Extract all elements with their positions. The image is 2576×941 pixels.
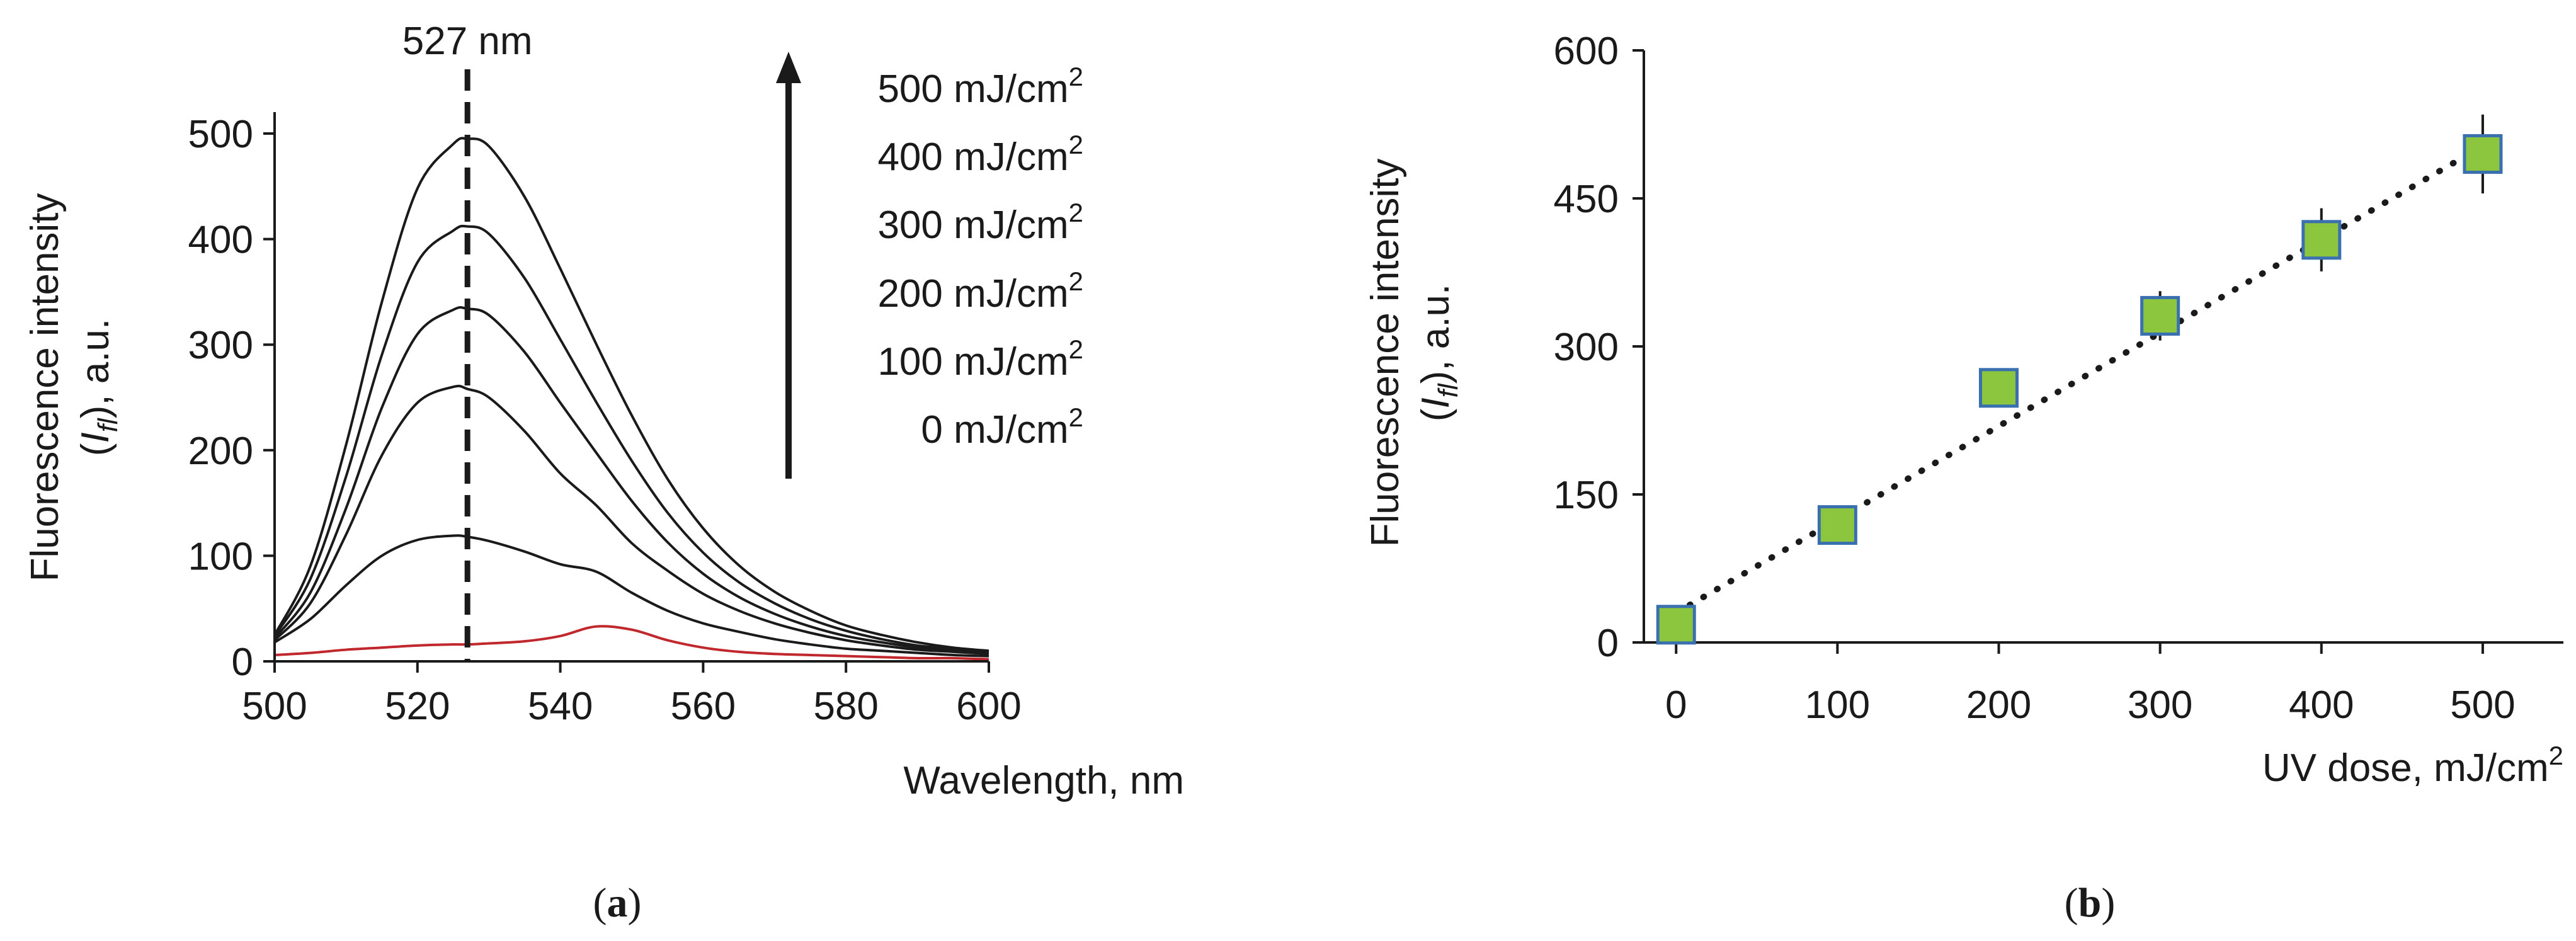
panel-a-x-label: Wavelength, nm: [903, 759, 1184, 802]
panel-b-plot: 0 150 300 450 600 0 100 200 300 400 500: [1554, 30, 2563, 727]
panel-a-caption: (a): [593, 880, 642, 926]
panel-b-x-label: UV dose, mJ/cm2: [2262, 741, 2563, 790]
panel-b-data-point: [2463, 134, 2503, 174]
panel-a-y-tick-label: 300: [188, 324, 253, 367]
panel-a-y-tick-label: 500: [188, 113, 253, 156]
panel-b-y-ticks: 0 150 300 450 600: [1554, 30, 1644, 665]
panel-a-x-tick-label: 560: [671, 685, 736, 728]
panel-a-legend-entry: 400 mJ/cm2: [877, 130, 1083, 179]
panel-a-y-tick-label: 200: [188, 430, 253, 473]
panel-b-data-point: [2301, 220, 2342, 260]
panel-a-legend-entries: 500 mJ/cm2 400 mJ/cm2 300 mJ/cm2 200 mJ/cm2…: [877, 62, 1083, 452]
panel-a-y-ticks: 0 100 200 300 400 500: [188, 113, 275, 684]
panel-a-spectrum-300-dose: [273, 306, 989, 654]
panel-a-legend-entry: 300 mJ/cm2: [877, 198, 1083, 247]
panel-a: 0 100 200 300 400 500 500 520 540 560 580 600 527 …: [23, 20, 1184, 926]
panel-a-legend-entry: 100 mJ/cm2: [877, 334, 1083, 384]
panel-a-y-label-line1: Fluorescence intensity: [23, 193, 67, 582]
panel-b-x-tick-label: 400: [2289, 683, 2354, 727]
panel-a-spectrum-0-dose: [274, 625, 989, 661]
panel-a-y-label: Fluorescence intensity (Ifl), a.u.: [23, 193, 123, 582]
panel-a-x-tick-label: 600: [956, 685, 1021, 728]
panel-a-spectrum-500-dose: [273, 137, 989, 653]
panel-a-plot: 0 100 200 300 400 500 500 520 540 560 580 600: [188, 69, 1022, 728]
panel-a-spectrum-100-dose: [273, 534, 989, 658]
panel-a-y-tick-label: 100: [188, 535, 253, 578]
panel-b-caption: (b): [2065, 880, 2116, 926]
panel-a-spectra: [273, 137, 989, 661]
panel-b-y-tick-label: 600: [1554, 30, 1619, 73]
panel-b-data-point: [1979, 368, 2019, 408]
panel-b-x-tick-label: 100: [1805, 683, 1870, 727]
panel-a-x-tick-label: 520: [385, 685, 450, 728]
panel-a-y-label-line2: (Ifl), a.u.: [74, 319, 123, 456]
panel-b-points: [1656, 134, 2503, 645]
panel-a-dose-arrow-icon: [776, 52, 801, 83]
panel-b: 0 150 300 450 600 0 100 200 300 400 500 Fluoresce…: [1364, 30, 2563, 926]
panel-b-data-point: [2140, 295, 2180, 336]
panel-a-y-tick-label: 0: [232, 641, 253, 684]
panel-b-y-tick-label: 150: [1554, 474, 1619, 517]
panel-a-peak-label: 527 nm: [402, 20, 533, 63]
panel-b-trendline: [1673, 142, 2486, 616]
panel-b-y-tick-label: 450: [1554, 178, 1619, 221]
panel-b-x-tick-label: 500: [2450, 683, 2515, 727]
panel-b-y-label-line2: (Ifl), a.u.: [1414, 284, 1464, 421]
panel-a-legend-entry: 200 mJ/cm2: [877, 266, 1083, 316]
panel-b-data-point: [1817, 505, 1857, 545]
panel-a-legend-entry: 500 mJ/cm2: [877, 62, 1083, 111]
panel-b-y-tick-label: 0: [1597, 622, 1619, 665]
panel-a-spectrum-400-dose: [273, 224, 989, 653]
panel-a-y-tick-label: 400: [188, 219, 253, 262]
panel-b-x-tick-label: 200: [1966, 683, 2031, 727]
panel-b-y-label: Fluorescence intensity (Ifl), a.u.: [1364, 159, 1464, 547]
panel-a-legend-entry: 0 mJ/cm2: [921, 402, 1083, 452]
panel-b-y-tick-label: 300: [1554, 326, 1619, 369]
panel-a-spectrum-200-dose: [273, 384, 989, 656]
panel-a-x-tick-label: 540: [528, 685, 593, 728]
panel-a-x-tick-label: 580: [813, 685, 878, 728]
panel-b-y-label-line1: Fluorescence intensity: [1364, 159, 1407, 547]
panel-a-legend: 500 mJ/cm2 400 mJ/cm2 300 mJ/cm2 200 mJ/cm2…: [776, 52, 1083, 479]
panel-b-data-point: [1656, 605, 1696, 645]
panel-b-x-tick-label: 300: [2128, 683, 2192, 727]
panel-b-x-ticks: 0 100 200 300 400 500: [1665, 642, 2516, 727]
panel-b-error-bars: [1675, 114, 2484, 633]
panel-b-x-tick-label: 0: [1665, 683, 1687, 727]
panel-a-x-tick-label: 500: [242, 685, 307, 728]
panel-a-x-ticks: 500 520 540 560 580 600: [242, 661, 1022, 728]
